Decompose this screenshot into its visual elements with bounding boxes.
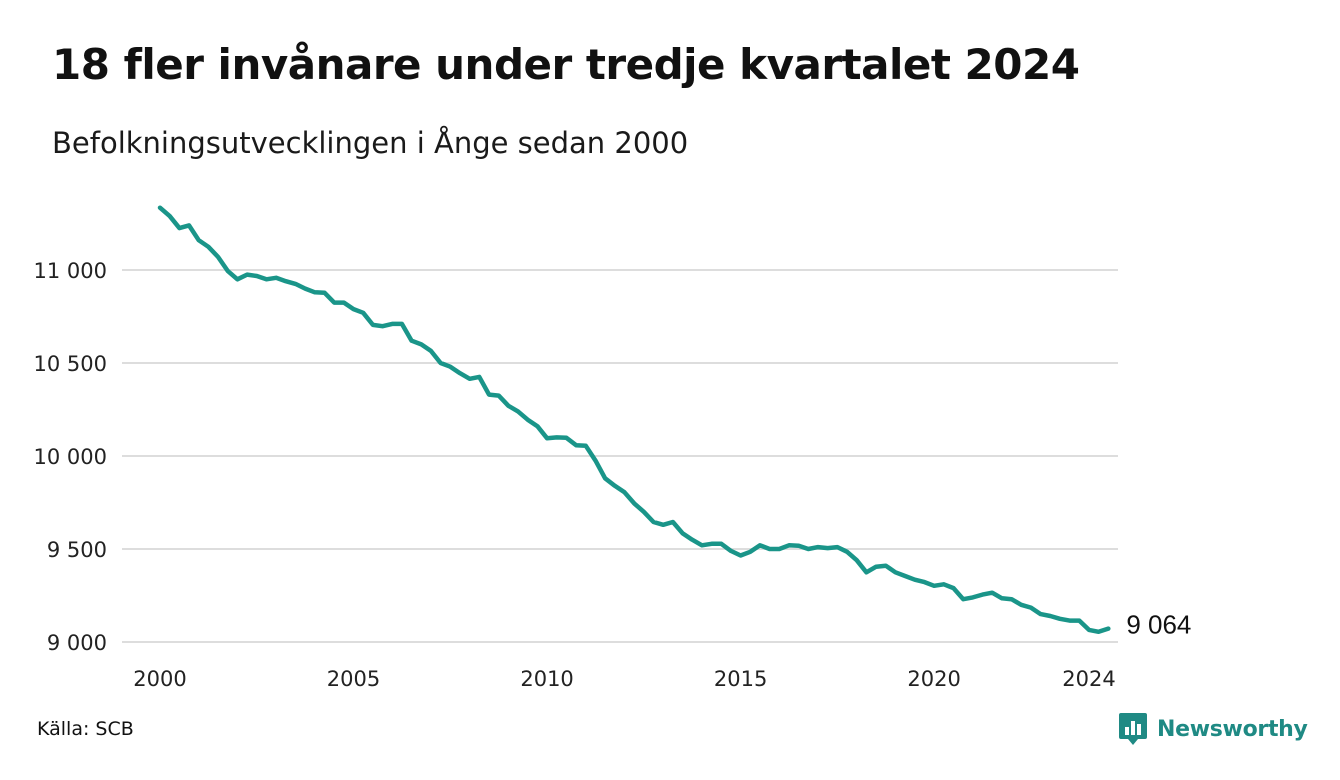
- x-axis-tick-labels: 2000 2005 2010 2015 2020 2024: [133, 667, 1115, 691]
- y-tick-label: 9 000: [47, 631, 107, 655]
- series-layer: [157, 205, 1111, 635]
- x-tick-label: 2005: [327, 667, 380, 691]
- newsworthy-logo-icon: [1119, 713, 1147, 745]
- y-tick-label: 10 500: [34, 352, 107, 376]
- series-line: [157, 205, 1111, 635]
- x-tick-label: 2010: [520, 667, 573, 691]
- brand-name: Newsworthy: [1157, 716, 1308, 742]
- chart-subtitle: Befolkningsutvecklingen i Ånge sedan 200…: [52, 126, 689, 160]
- x-tick-label: 2024: [1062, 667, 1115, 691]
- x-tick-label: 2000: [133, 667, 186, 691]
- chart-title: 18 fler invånare under tredje kvartalet …: [52, 40, 1080, 89]
- y-tick-label: 10 000: [34, 445, 107, 469]
- x-tick-label: 2015: [714, 667, 767, 691]
- y-tick-label: 9 500: [47, 538, 107, 562]
- x-tick-label: 2020: [907, 667, 960, 691]
- end-value-label: 9 064: [1126, 610, 1191, 640]
- y-tick-label: 11 000: [34, 259, 107, 283]
- grid-lines: [122, 269, 1118, 643]
- brand-logo: Newsworthy: [1118, 712, 1308, 746]
- y-axis-tick-labels: 9 000 9 500 10 000 10 500 11 000: [34, 259, 107, 655]
- source-note: Källa: SCB: [37, 718, 134, 740]
